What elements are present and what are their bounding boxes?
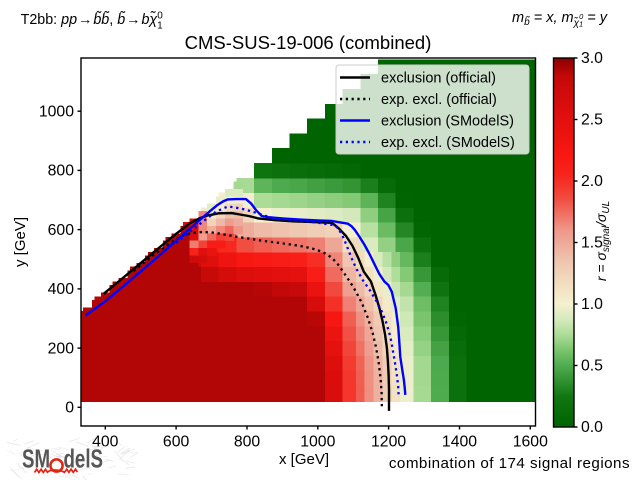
svg-text:2.0: 2.0 — [581, 173, 603, 190]
svg-text:CMS-SUS-19-006 (combined): CMS-SUS-19-006 (combined) — [185, 32, 432, 53]
svg-text:1.5: 1.5 — [581, 235, 603, 252]
svg-text:1400: 1400 — [442, 434, 477, 451]
svg-text:y [GeV]: y [GeV] — [12, 217, 29, 267]
svg-text:3.0: 3.0 — [581, 50, 603, 67]
svg-text:1.0: 1.0 — [581, 296, 603, 313]
svg-text:exclusion (official): exclusion (official) — [381, 71, 496, 87]
svg-text:2.5: 2.5 — [581, 112, 603, 129]
svg-text:0.5: 0.5 — [581, 358, 603, 375]
svg-text:0.0: 0.0 — [581, 419, 603, 436]
svg-text:delS: delS — [64, 443, 104, 473]
svg-text:exclusion (SModelS): exclusion (SModelS) — [381, 114, 514, 130]
svg-text:400: 400 — [92, 434, 119, 451]
svg-text:exp. excl. (official): exp. excl. (official) — [381, 92, 497, 108]
svg-text:400: 400 — [48, 281, 75, 298]
svg-text:combination of 174 signal regi: combination of 174 signal regions — [389, 455, 630, 472]
svg-text:1000: 1000 — [300, 434, 335, 451]
svg-text:1000: 1000 — [39, 103, 74, 120]
svg-text:1200: 1200 — [371, 434, 406, 451]
svg-text:x [GeV]: x [GeV] — [279, 451, 329, 468]
svg-text:1600: 1600 — [513, 434, 548, 451]
svg-text:800: 800 — [48, 163, 75, 180]
svg-text:r = σsignal/σUL: r = σsignal/σUL — [593, 201, 612, 281]
svg-text:T2bb: pp→b̃b̃, b̃→bχ̃01: T2bb: pp→b̃b̃, b̃→bχ̃0 1 — [21, 11, 164, 32]
svg-text:0: 0 — [65, 400, 74, 417]
svg-text:200: 200 — [48, 340, 75, 357]
svg-text:600: 600 — [48, 222, 75, 239]
svg-text:800: 800 — [234, 434, 261, 451]
svg-text:exp. excl. (SModelS): exp. excl. (SModelS) — [381, 135, 515, 151]
svg-text:600: 600 — [163, 434, 190, 451]
svg-text:mb̃ = x, mχ̃01 = y: mb̃ = x, mχ̃0 1 = y — [512, 10, 608, 29]
